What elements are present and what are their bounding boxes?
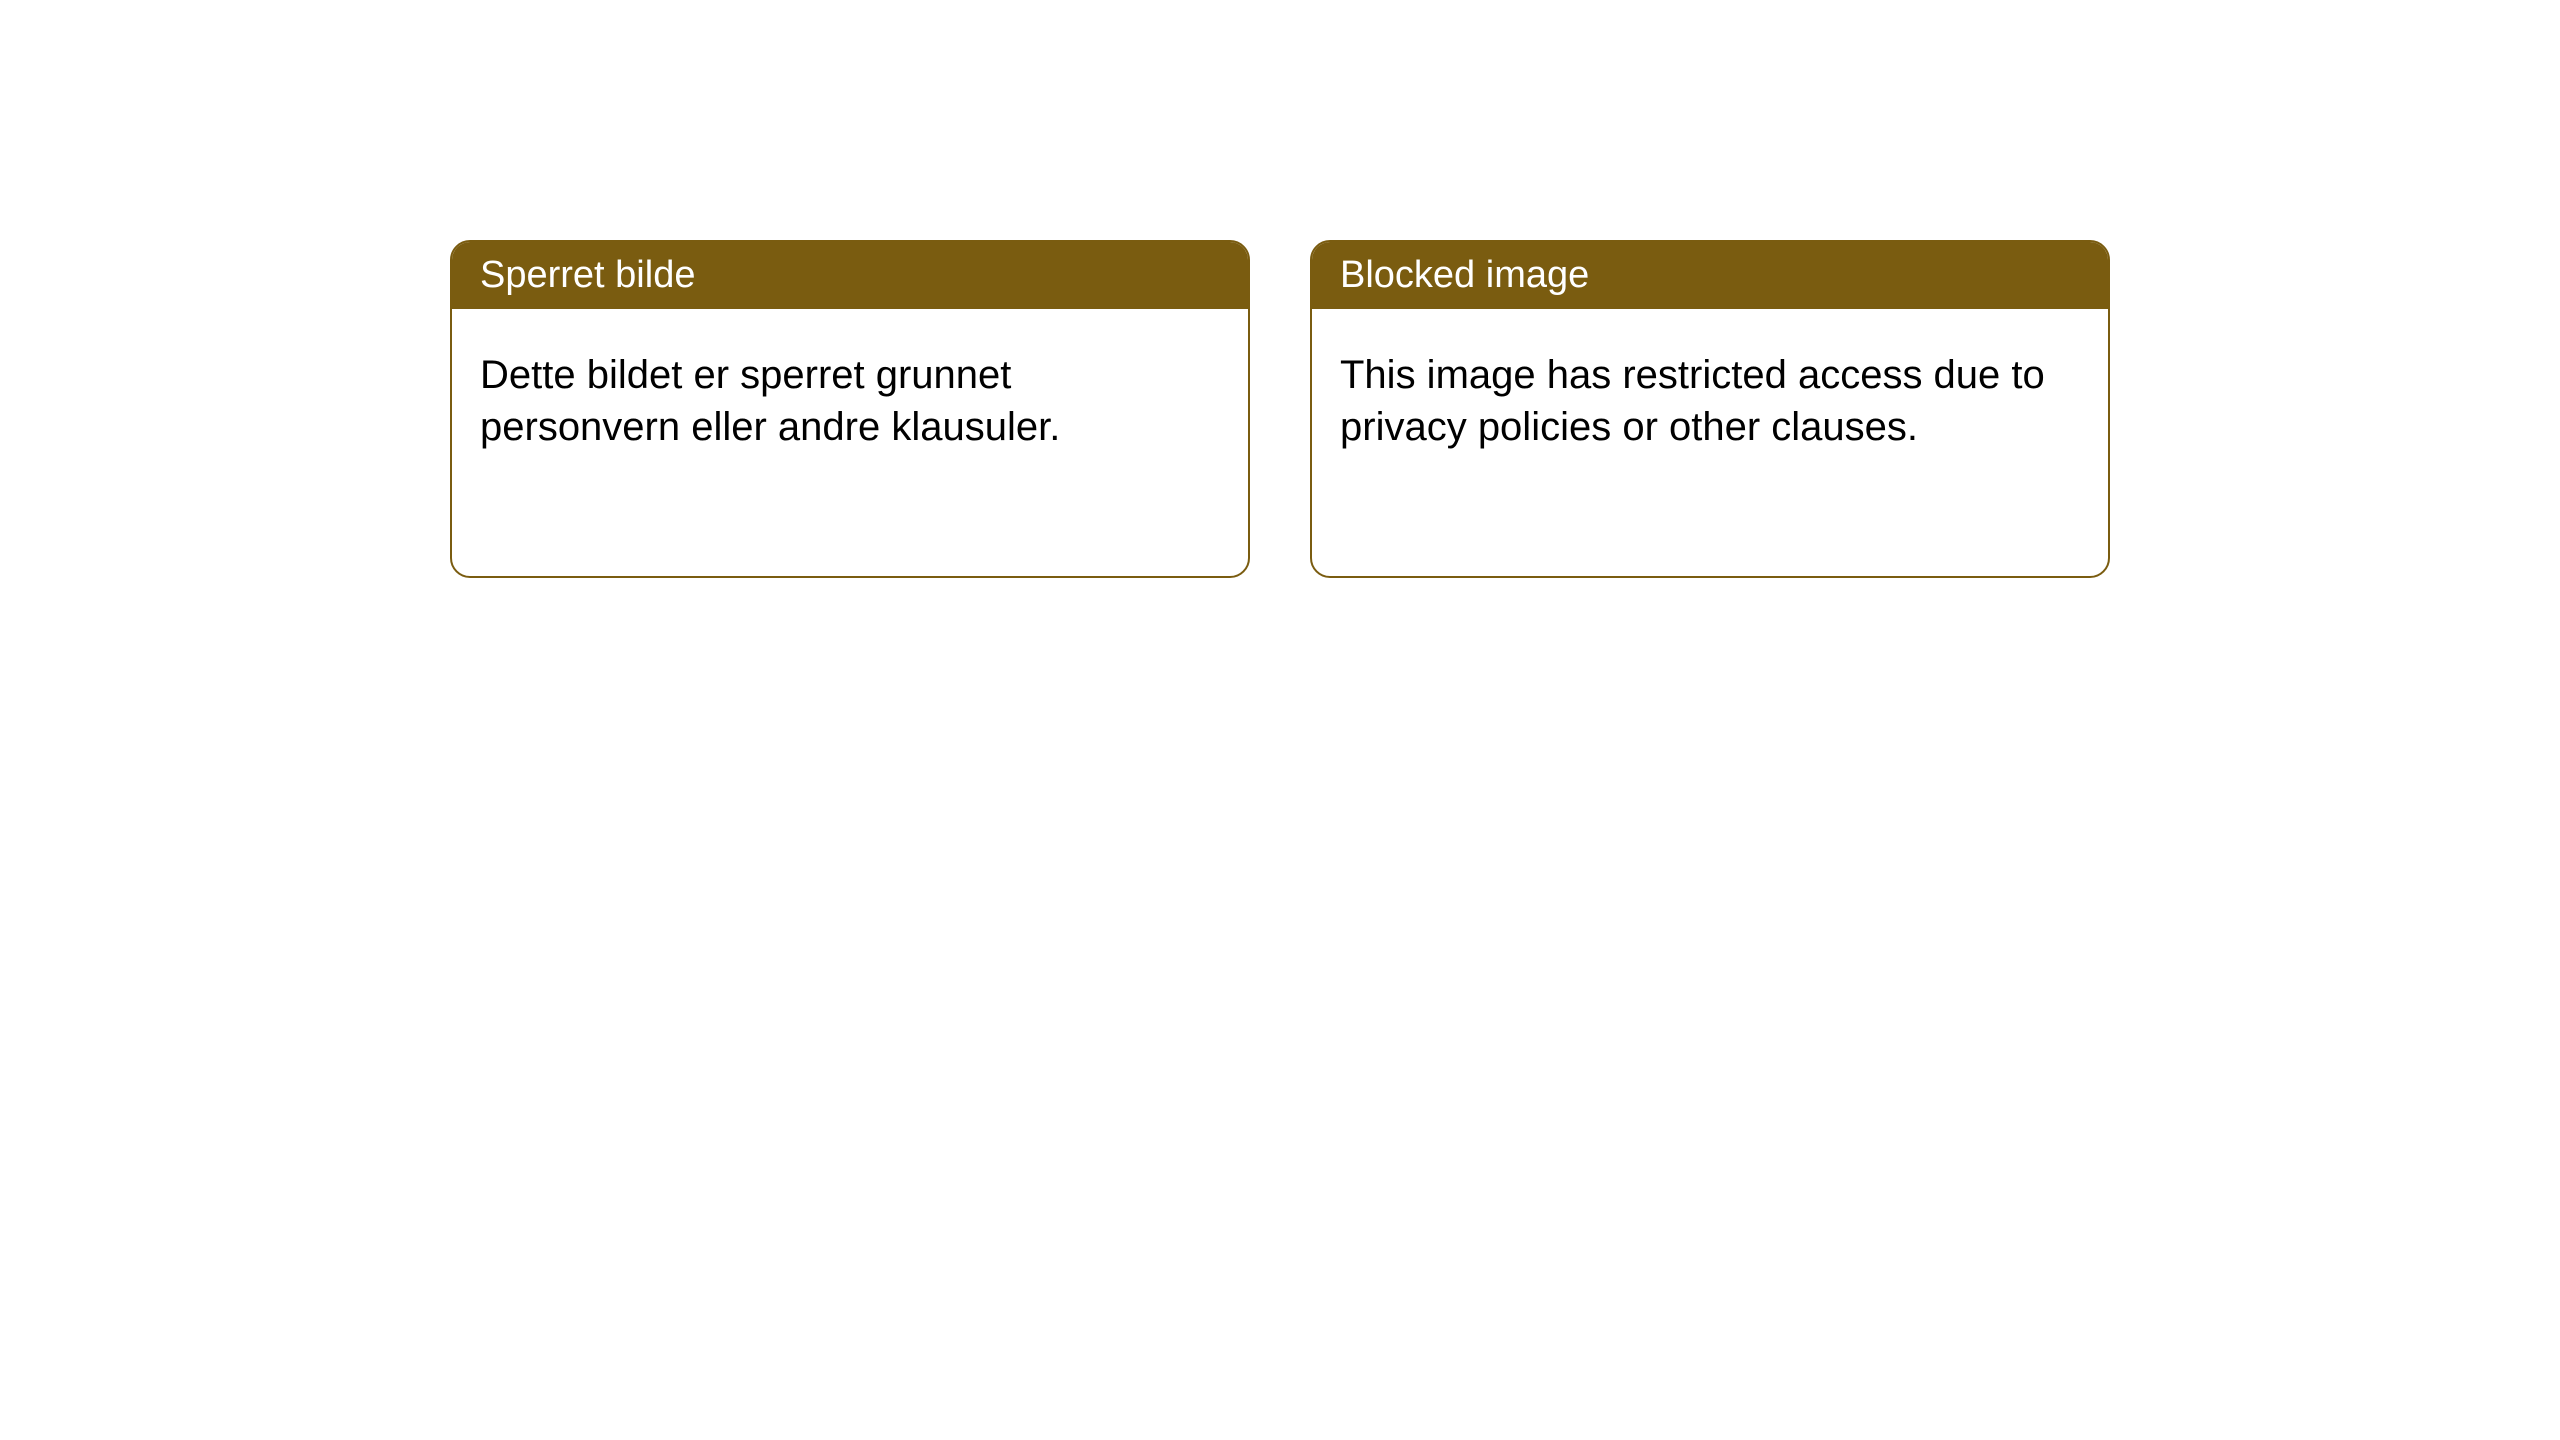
card-body: Dette bildet er sperret grunnet personve… xyxy=(452,309,1248,493)
blocked-image-card-no: Sperret bilde Dette bildet er sperret gr… xyxy=(450,240,1250,578)
card-header-text: Sperret bilde xyxy=(480,254,695,296)
blocked-image-card-en: Blocked image This image has restricted … xyxy=(1310,240,2110,578)
card-body-text: This image has restricted access due to … xyxy=(1340,353,2045,449)
card-body-text: Dette bildet er sperret grunnet personve… xyxy=(480,353,1060,449)
cards-container: Sperret bilde Dette bildet er sperret gr… xyxy=(0,240,2560,578)
card-header: Sperret bilde xyxy=(452,242,1248,309)
card-body: This image has restricted access due to … xyxy=(1312,309,2108,493)
card-header: Blocked image xyxy=(1312,242,2108,309)
card-header-text: Blocked image xyxy=(1340,254,1589,296)
